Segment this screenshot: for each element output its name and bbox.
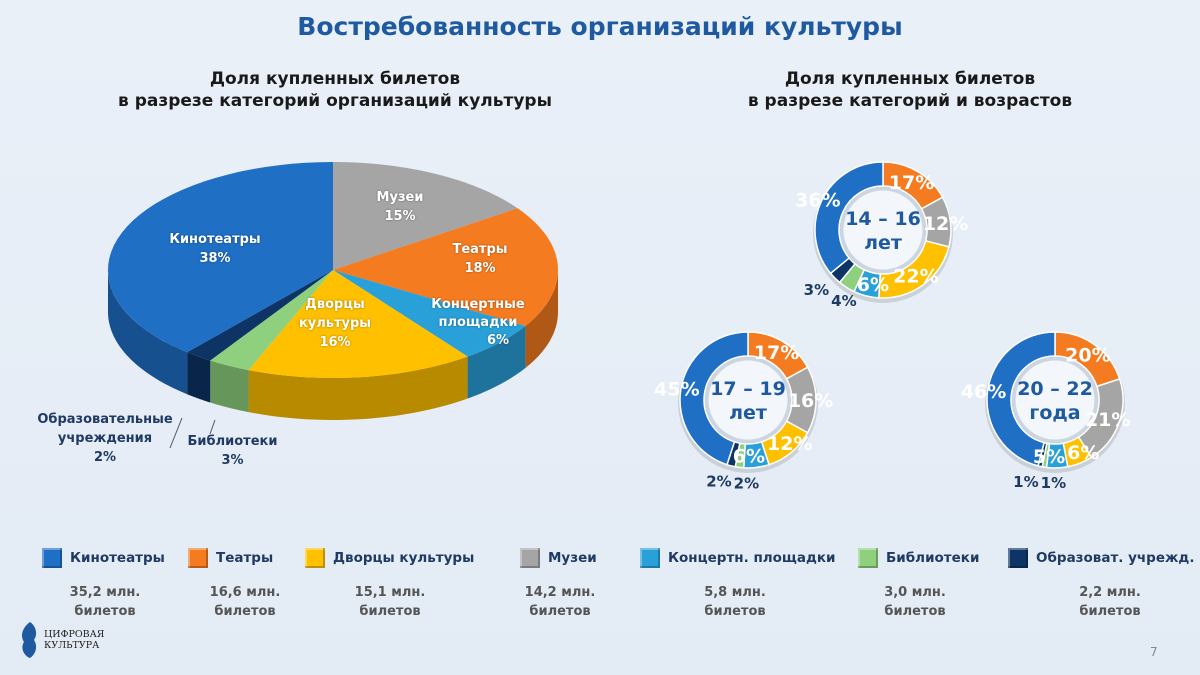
legend-swatch: [305, 548, 325, 568]
legend-label: Образоват. учрежд.: [1036, 550, 1195, 566]
donut-center-label: 17 – 19: [710, 378, 786, 400]
donut-value-label: 5%: [1033, 446, 1065, 468]
donut-title-line1: Доля купленных билетов: [784, 69, 1036, 89]
pie-label-kino: Кинотеатры 38%: [169, 232, 261, 266]
donut-slice-kino: [986, 331, 1056, 467]
donut-value-label: 20%: [1065, 345, 1110, 367]
pie-label-muzei: Музеи 15%: [376, 190, 424, 224]
legend-label: Музеи: [548, 550, 597, 566]
pie-label-bibl: Библиотеки 3%: [187, 434, 278, 468]
pie-slice-konc: [333, 270, 526, 357]
legend-item-muzei: Музеи: [520, 548, 597, 568]
legend-swatch: [1008, 548, 1028, 568]
legend-item-dvorcy: Дворцы культуры: [305, 548, 474, 568]
pie-slice-obr: [187, 270, 333, 361]
pie-side-konc: [467, 325, 526, 399]
legend-item-konc: Концертн. площадки: [640, 548, 836, 568]
legend-item-kino: Кинотеатры: [42, 548, 165, 568]
leader-line: [209, 419, 216, 435]
logo-emblem-icon: [22, 622, 37, 658]
legend-label: Библиотеки: [886, 550, 980, 566]
legend-amount: 2,2 млн. билетов: [1079, 585, 1141, 619]
donut-center-label: 14 – 16: [845, 208, 921, 230]
legend-amount: 3,0 млн. билетов: [884, 585, 946, 619]
donut-value-label: 2%: [706, 472, 731, 490]
legend-label: Кинотеатры: [70, 550, 165, 566]
pie-side-bibl: [210, 360, 249, 413]
donut-center-label: лет: [729, 402, 767, 424]
pie-label-konc: Концертные площадки 6%: [431, 297, 525, 348]
donut-value-label: 22%: [893, 265, 938, 287]
slide-title: Востребованность организаций культуры: [297, 12, 903, 41]
donut-value-label: 1%: [1041, 474, 1066, 492]
pie-slice-kino: [108, 162, 334, 353]
donut-value-label: 6%: [1067, 442, 1099, 464]
legend-swatch: [640, 548, 660, 568]
pie-side-dvorcy: [248, 356, 468, 420]
donut-value-label: 6%: [733, 446, 765, 468]
pie-side-obr: [187, 352, 211, 403]
legend-amount: 35,2 млн. билетов: [69, 585, 141, 619]
pie-slice-dvorcy: [248, 270, 468, 378]
legend-item-obr: Образоват. учрежд.: [1008, 548, 1194, 568]
legend-swatch: [520, 548, 540, 568]
pie-side-teatr: [525, 270, 558, 368]
legend-amount: 5,8 млн. билетов: [704, 585, 766, 619]
donut-value-label: 17%: [889, 172, 934, 194]
pie-label-teatr: Театры 18%: [452, 242, 508, 276]
legend-amount: 15,1 млн. билетов: [354, 585, 426, 619]
legend-item-bibl: Библиотеки: [858, 548, 979, 568]
legend-swatch: [42, 548, 62, 568]
legend-swatch: [188, 548, 208, 568]
donut-value-label: 21%: [1085, 409, 1130, 431]
donut-value-label: 12%: [923, 213, 968, 235]
donut-value-label: 2%: [734, 474, 759, 492]
pie-title: Доля купленных билетов в разрезе категор…: [80, 68, 590, 112]
donut-title-line2: в разрезе категорий и возрастов: [747, 91, 1073, 111]
leader-line: [169, 417, 183, 449]
donut-value-label: 46%: [961, 381, 1006, 403]
donut-value-label: 3%: [804, 281, 829, 299]
pie-title-line1: Доля купленных билетов: [209, 69, 461, 89]
donut-center-label: лет: [864, 232, 902, 254]
legend-amount: 16,6 млн. билетов: [209, 585, 281, 619]
legend-swatch: [858, 548, 878, 568]
donut-value-label: 1%: [1013, 473, 1038, 491]
donut-value-label: 16%: [788, 390, 833, 412]
legend-label: Дворцы культуры: [333, 550, 475, 566]
pie-slice-muzei: [333, 162, 518, 270]
donut-value-label: 17%: [754, 342, 799, 364]
donut-center-label: года: [1029, 402, 1080, 424]
pie-side-kino: [108, 270, 188, 395]
pie-slice-teatr: [333, 208, 558, 326]
donut-title: Доля купленных билетов в разрезе категор…: [700, 68, 1120, 112]
legend-label: Театры: [216, 550, 274, 566]
donut-value-label: 6%: [857, 274, 889, 296]
pie-label-dvorcy: Дворцы культуры 16%: [298, 297, 372, 350]
page-number: 7: [1150, 645, 1158, 659]
donut-value-label: 45%: [654, 379, 699, 401]
donut-value-label: 36%: [795, 189, 840, 211]
donut-value-label: 4%: [831, 292, 856, 310]
donut-center-label: 20 – 22: [1017, 378, 1093, 400]
legend-label: Концертн. площадки: [668, 550, 836, 566]
legend-item-teatr: Театры: [188, 548, 273, 568]
donut-slice-kino: [814, 161, 884, 275]
pie-slice-bibl: [210, 270, 333, 371]
pie-title-line2: в разрезе категорий организаций культуры: [118, 91, 552, 111]
logo: ЦИФРОВАЯ КУЛЬТУРА: [18, 620, 104, 660]
pie-label-obr: Образовательные учреждения 2%: [37, 412, 173, 465]
legend-amount: 14,2 млн. билетов: [524, 585, 596, 619]
donut-slice-kino: [679, 331, 749, 466]
donut-value-label: 12%: [767, 433, 812, 455]
